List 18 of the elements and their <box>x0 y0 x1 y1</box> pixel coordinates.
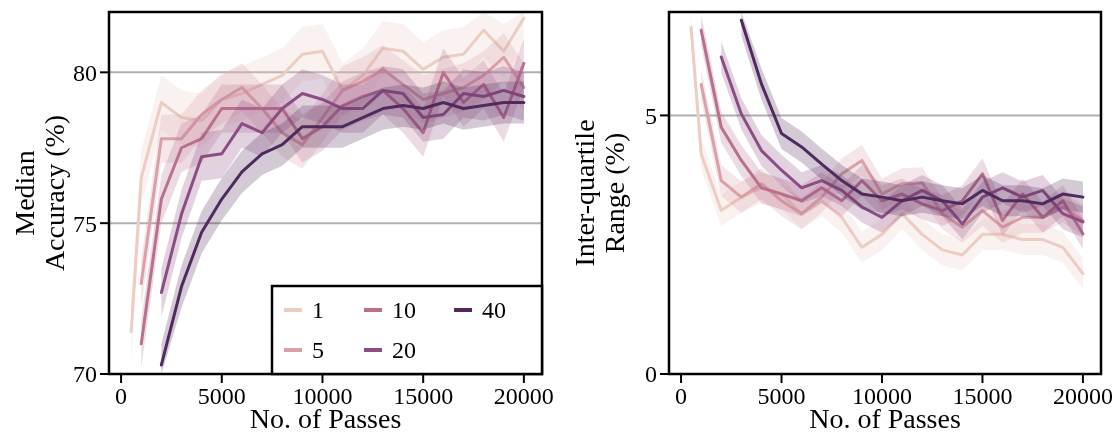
y-axis-title: Median Accuracy (%) <box>9 114 70 272</box>
x-tick-label: 0 <box>675 383 688 409</box>
legend-label: 5 <box>312 337 324 364</box>
x-tick-label: 20000 <box>1052 383 1113 409</box>
x-tick-label: 0 <box>115 383 128 409</box>
y-tick-label: 70 <box>73 361 97 388</box>
x-tick-label: 5000 <box>197 383 246 409</box>
legend-label: 40 <box>482 297 506 324</box>
y-axis-title: Inter-quartile Range (%) <box>569 119 630 267</box>
line-series <box>139 55 526 285</box>
legend-label: 1 <box>312 297 324 324</box>
legend-label: 10 <box>392 297 416 324</box>
line-series <box>159 88 526 295</box>
y-tick-label: 80 <box>73 59 97 86</box>
legend-label: 20 <box>392 337 416 364</box>
x-tick-label: 5000 <box>757 383 806 409</box>
y-tick-label: 75 <box>73 210 97 237</box>
x-tick-label: 20000 <box>493 383 554 409</box>
